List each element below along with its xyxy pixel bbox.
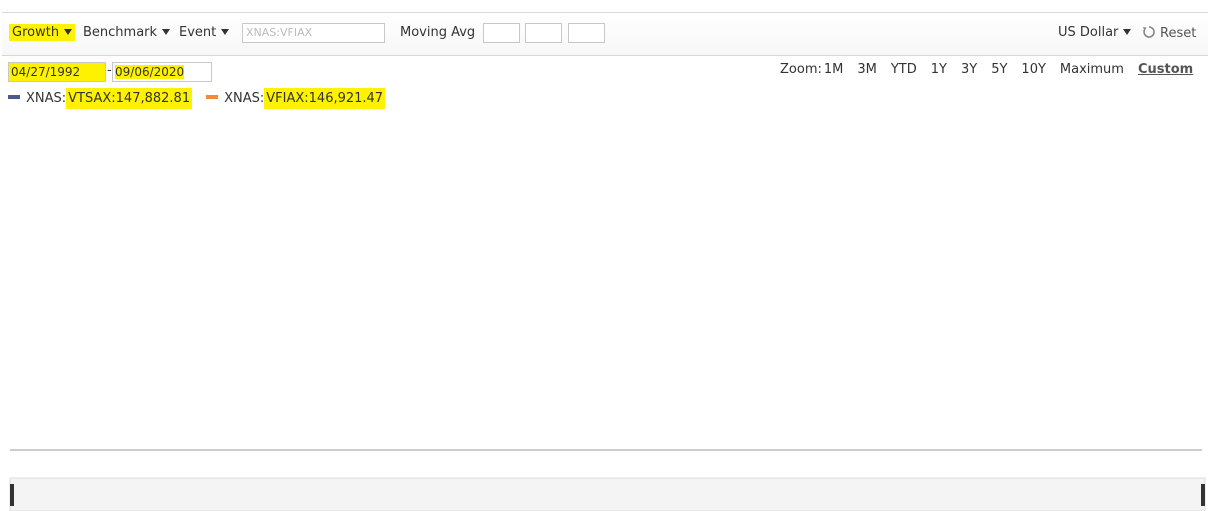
zoom-option[interactable]: Custom: [1137, 62, 1194, 77]
legend-label: XNAS: VTSAX:147,882.81: [26, 88, 193, 109]
legend: XNAS: VTSAX:147,882.81 XNAS: VFIAX:146,921.…: [8, 88, 399, 109]
zoom-option[interactable]: YTD: [890, 62, 917, 77]
moving-avg-label: Moving Avg: [400, 25, 476, 40]
reset-label: Reset: [1160, 26, 1197, 41]
benchmark-menu[interactable]: Benchmark: [83, 25, 171, 40]
benchmark-label: Benchmark: [83, 25, 158, 40]
legend-label: XNAS: VFIAX:146,921.47: [224, 88, 386, 109]
zoom-option[interactable]: 3Y: [960, 62, 978, 77]
legend-swatch: [206, 95, 219, 99]
event-menu[interactable]: Event: [179, 25, 230, 40]
moving-avg-input[interactable]: [483, 23, 520, 43]
toolbar: [2, 12, 1208, 56]
zoom-option[interactable]: 5Y: [991, 62, 1008, 77]
zoom-label: Zoom:: [780, 62, 822, 77]
zoom-option[interactable]: 3M: [857, 62, 877, 77]
zoom-option[interactable]: Maximum: [1059, 62, 1124, 77]
end-date-text: 09/06/2020: [115, 65, 185, 79]
currency-label: US Dollar: [1058, 25, 1119, 40]
zoom-bar: Zoom: 1M 3M YTD 1Y 3Y 5Y 10Y Maximum Custom: [780, 62, 1193, 77]
zoom-option[interactable]: 1Y: [930, 62, 947, 77]
zoom-option[interactable]: 1M: [823, 62, 844, 77]
moving-avg-input[interactable]: [525, 23, 562, 43]
ticker-input[interactable]: XNAS:VFIAX: [242, 23, 385, 43]
end-date-input[interactable]: 09/06/2020: [112, 62, 212, 82]
navigator-handle[interactable]: [1201, 484, 1205, 506]
start-date-input[interactable]: 04/27/1992: [8, 62, 106, 82]
legend-swatch: [8, 95, 20, 99]
growth-label: Growth: [12, 25, 60, 40]
navigator-handle[interactable]: [10, 484, 14, 506]
currency-menu[interactable]: US Dollar: [1058, 25, 1132, 40]
growth-menu[interactable]: Growth: [9, 24, 76, 41]
moving-avg-input[interactable]: [568, 23, 605, 43]
event-label: Event: [179, 25, 217, 40]
date-separator: -: [107, 63, 112, 78]
legend-item[interactable]: XNAS: VTSAX:147,882.81: [8, 88, 193, 109]
zoom-option[interactable]: 10Y: [1021, 62, 1046, 77]
navigator[interactable]: [9, 477, 1206, 511]
ticker-placeholder: XNAS:VFIAX: [246, 26, 313, 39]
legend-item[interactable]: XNAS: VFIAX:146,921.47: [206, 88, 386, 109]
